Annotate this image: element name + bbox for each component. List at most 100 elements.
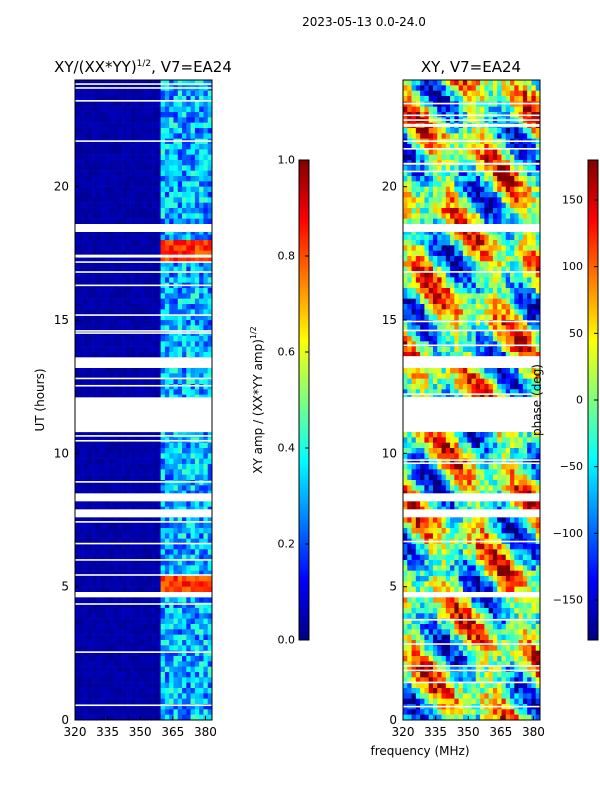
heatmap-cell — [160, 218, 166, 225]
heatmap-cell — [75, 202, 80, 209]
heatmap-cell — [169, 613, 174, 619]
heatmap-cell — [156, 186, 161, 193]
heatmap-cell — [432, 218, 438, 225]
heatmap-cell — [109, 272, 114, 278]
heatmap-cell — [113, 229, 119, 235]
heatmap-cell — [203, 384, 209, 390]
heatmap-cell — [428, 245, 434, 251]
heatmap-cell — [152, 341, 157, 347]
heatmap-cell — [122, 709, 127, 715]
heatmap-cell — [207, 149, 213, 155]
heatmap-cell — [199, 661, 204, 667]
heatmap-cell — [203, 245, 209, 251]
heatmap-cell — [173, 373, 179, 379]
heatmap-cell — [177, 672, 183, 678]
heatmap-cell — [75, 261, 80, 267]
heatmap-cell — [186, 234, 191, 241]
heatmap-cell — [445, 176, 451, 182]
heatmap-cell — [113, 709, 119, 715]
heatmap-cell — [147, 261, 153, 267]
heatmap-cell — [143, 101, 149, 107]
heatmap-cell — [147, 314, 153, 321]
heatmap-cell — [432, 128, 438, 134]
heatmap-cell — [177, 656, 183, 662]
heatmap-cell — [92, 570, 97, 577]
heatmap-cell — [445, 202, 451, 209]
heatmap-cell — [92, 693, 97, 699]
heatmap-cell — [139, 304, 144, 310]
heatmap-cell — [92, 346, 97, 353]
heatmap-cell — [122, 90, 127, 97]
heatmap-cell — [139, 672, 144, 678]
heatmap-cell — [531, 240, 537, 246]
heatmap-cell — [160, 170, 166, 177]
heatmap-cell — [194, 266, 200, 273]
heatmap-cell — [531, 186, 537, 193]
heatmap-cell — [134, 192, 140, 198]
heatmap-cell — [109, 117, 114, 123]
heatmap-cell — [169, 149, 174, 155]
heatmap-cell — [104, 554, 110, 561]
heatmap-cell — [75, 458, 80, 465]
heatmap-cell — [143, 602, 149, 609]
heatmap-cell — [186, 432, 191, 438]
heatmap-cell — [156, 677, 161, 683]
heatmap-cell — [484, 96, 489, 102]
heatmap-cell — [182, 634, 187, 641]
heatmap-cell — [522, 176, 528, 182]
heatmap-cell — [104, 272, 110, 278]
heatmap-cell — [527, 181, 532, 187]
heatmap-cell — [505, 245, 511, 251]
heatmap-cell — [79, 186, 84, 193]
heatmap-cell — [130, 672, 136, 678]
heatmap-cell — [79, 154, 84, 161]
heatmap-cell — [411, 234, 417, 241]
heatmap-cell — [87, 181, 93, 187]
heatmap-cell — [182, 656, 187, 662]
heatmap-cell — [122, 522, 127, 529]
heatmap-cell — [96, 165, 101, 171]
heatmap-cell — [441, 176, 447, 182]
heatmap-cell — [122, 218, 127, 225]
heatmap-cell — [87, 261, 93, 267]
heatmap-cell — [109, 442, 114, 449]
heatmap-cell — [122, 565, 127, 571]
heatmap-cell — [113, 101, 119, 107]
heatmap-cell — [471, 144, 477, 150]
heatmap-cell — [177, 373, 183, 379]
heatmap-cell — [207, 277, 213, 283]
heatmap-cell — [173, 256, 179, 262]
heatmap-cell — [164, 672, 170, 678]
heatmap-cell — [100, 709, 106, 715]
heatmap-cell — [92, 645, 97, 651]
heatmap-cell — [96, 288, 101, 294]
heatmap-cell — [501, 85, 507, 91]
heatmap-cell — [147, 154, 153, 161]
heatmap-cell — [134, 341, 140, 347]
heatmap-cell — [199, 581, 204, 587]
heatmap-cell — [147, 666, 153, 673]
heatmap-cell — [126, 314, 131, 321]
heatmap-cell — [152, 245, 157, 251]
heatmap-cell — [407, 144, 412, 150]
heatmap-cell — [139, 384, 144, 390]
heatmap-cell — [130, 181, 136, 187]
heatmap-cell — [186, 480, 191, 486]
heatmap-cell — [147, 533, 153, 539]
heatmap-cell — [92, 602, 97, 609]
heatmap-cell — [199, 698, 204, 705]
heatmap-cell — [194, 538, 200, 545]
heatmap-cell — [199, 693, 204, 699]
flagged-row — [75, 224, 212, 232]
heatmap-cell — [424, 208, 429, 214]
heatmap-cell — [186, 208, 191, 214]
heatmap-cell — [83, 197, 89, 203]
heatmap-cell — [207, 197, 213, 203]
heatmap-cell — [164, 186, 170, 193]
heatmap-cell — [450, 165, 455, 171]
heatmap-cell — [203, 170, 209, 177]
heatmap-cell — [420, 96, 425, 102]
heatmap-cell — [122, 458, 127, 465]
heatmap-cell — [450, 256, 455, 262]
heatmap-cell — [484, 202, 489, 209]
